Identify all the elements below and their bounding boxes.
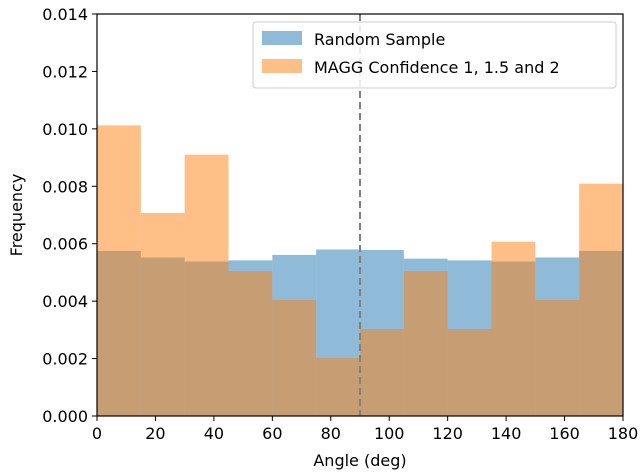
x-tick-label-0: 0 [92,424,102,443]
magg-confidence-bar-5 [316,357,360,416]
magg-confidence-bar-4 [272,299,317,416]
magg-confidence-bar-9 [491,241,536,416]
magg-confidence-bar-0 [97,125,141,416]
y-tick-label-2: 0.004 [42,292,88,311]
legend-entry-magg-confidence: MAGG Confidence 1, 1.5 and 2 [314,58,560,77]
magg-confidence-bar-7 [403,270,448,416]
magg-confidence-bar-3 [228,270,273,416]
x-tick-label-8: 160 [549,424,580,443]
legend-box [252,21,617,89]
legend: Random Sample MAGG Confidence 1, 1.5 and… [252,21,617,89]
legend-swatch-magg-confidence [262,59,302,73]
y-tick-label-6: 0.012 [42,62,88,81]
x-axis-ticks: 0 20 40 60 80 100 120 140 160 180 [92,416,638,443]
x-tick-label-3: 60 [262,424,282,443]
x-tick-label-4: 80 [321,424,341,443]
y-tick-label-7: 0.014 [42,5,88,24]
magg-confidence-bars [97,125,623,416]
plot-frame [96,13,624,417]
x-tick-label-6: 120 [432,424,463,443]
y-tick-label-3: 0.006 [42,235,88,254]
magg-confidence-bar-10 [535,299,580,416]
x-tick-label-5: 100 [374,424,405,443]
x-tick-label-1: 20 [145,424,165,443]
magg-confidence-bar-8 [447,328,492,416]
magg-confidence-bar-1 [140,212,185,416]
legend-entry-random-sample: Random Sample [314,30,445,49]
x-tick-label-9: 180 [608,424,639,443]
y-tick-label-4: 0.008 [42,177,88,196]
magg-confidence-bar-11 [579,183,623,416]
magg-confidence-bar-6 [360,328,404,416]
legend-swatch-random-sample [262,31,302,45]
y-tick-label-0: 0.000 [42,407,88,426]
y-tick-label-1: 0.002 [42,350,88,369]
y-tick-label-5: 0.010 [42,120,88,139]
x-tick-label-2: 40 [204,424,224,443]
x-axis-label: Angle (deg) [313,451,406,470]
magg-confidence-bar-2 [184,154,229,416]
y-axis-label: Frequency [7,174,26,257]
x-tick-label-7: 140 [491,424,522,443]
y-axis-ticks: 0.000 0.002 0.004 0.006 0.008 0.010 0.012 0.014 [42,5,97,426]
